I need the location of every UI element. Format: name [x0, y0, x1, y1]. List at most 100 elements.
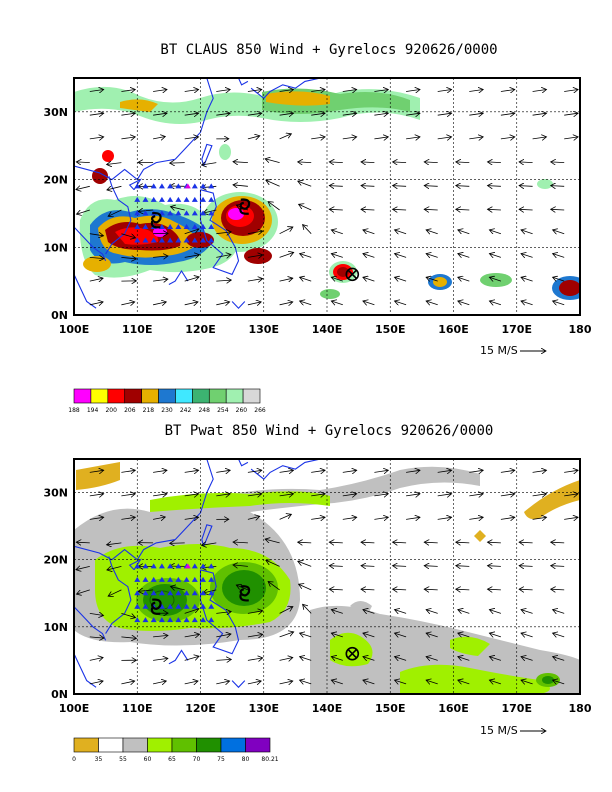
claus-cell [559, 280, 580, 296]
wind-vector [500, 113, 515, 115]
x-tick-label: 140E [312, 702, 342, 715]
wind-vector [77, 589, 90, 594]
wind-vector [279, 113, 294, 115]
wind-vector [329, 186, 343, 187]
wind-vector [153, 681, 166, 684]
panel-claus: BT CLAUS 850 Wind + Gyrelocs 920626/0000 [43, 42, 591, 414]
coastline-segment [168, 269, 189, 285]
colorbar-swatch [245, 737, 271, 753]
panel-title: BT CLAUS 850 Wind + Gyrelocs 920626/0000 [160, 42, 497, 58]
wind-vector [469, 470, 483, 472]
track-triangle [150, 576, 157, 582]
wind-vector [406, 470, 420, 472]
vector-scale-label: 15 M/S [480, 344, 518, 357]
wind-vector [153, 113, 167, 115]
wind-vector [268, 202, 280, 211]
map-area [74, 459, 580, 694]
track-triangle [158, 196, 165, 202]
colorbar-label: 55 [119, 756, 127, 763]
wind-vector [247, 634, 263, 637]
colorbar-swatch [242, 388, 261, 404]
track-triangle [183, 617, 190, 623]
wind-vectors [76, 90, 578, 305]
wind-vector [374, 517, 388, 519]
track-triangle [208, 223, 215, 229]
wind-vector [532, 113, 547, 115]
wind-vector [488, 162, 501, 163]
wind-vector [488, 542, 501, 543]
track-triangle [134, 576, 141, 582]
track-triangle [150, 183, 157, 189]
wind-vector [342, 113, 357, 115]
wind-vector [153, 279, 168, 281]
wind-vector [76, 566, 90, 569]
wind-vector [361, 589, 375, 590]
track-triangle [175, 196, 182, 202]
wind-vector [89, 494, 104, 496]
wind-vector [551, 542, 565, 543]
wind-vector [216, 255, 231, 258]
gridlines [74, 78, 580, 315]
wind-vector [458, 680, 470, 684]
wind-vector [553, 230, 565, 234]
track-triangle [200, 617, 207, 623]
wind-vector [458, 633, 470, 637]
y-tick-label: 10N [43, 621, 68, 634]
track-triangle [134, 563, 141, 569]
track-triangle [200, 223, 207, 229]
wind-vector [456, 542, 470, 543]
wind-vector [203, 590, 217, 593]
x-tick-label: 120E [185, 323, 215, 336]
wind-vector [233, 162, 248, 163]
map-frame [73, 458, 581, 695]
wind-vector [500, 137, 515, 139]
wind-vector [236, 585, 249, 591]
circled-x-symbol [345, 267, 360, 282]
wind-vector [170, 163, 185, 164]
wind-vector [300, 633, 312, 637]
pwat-band [524, 480, 580, 520]
wind-vector [76, 542, 90, 543]
wind-vector [456, 209, 470, 210]
wind-vector [424, 566, 438, 567]
coastline-segment [74, 653, 97, 688]
track-triangle [183, 210, 190, 216]
track-triangle [134, 617, 141, 623]
track-triangle [150, 590, 157, 596]
track-triangle [208, 576, 215, 582]
wind-vector [300, 657, 312, 661]
wind-vector [342, 517, 357, 519]
colorbar-label: 70 [193, 756, 201, 763]
colorbar-label: 260 [236, 407, 248, 414]
wind-vector [265, 159, 280, 163]
wind-vector [406, 494, 420, 496]
colorbar: 0 35 55 60 65 70 75 80 80.21 [72, 737, 279, 763]
x-tick-label: 150E [375, 323, 405, 336]
track-triangle [200, 576, 207, 582]
wind-vector [311, 470, 325, 472]
wind-vector [489, 277, 502, 281]
wind-vector [521, 277, 533, 281]
wind-vector [298, 181, 312, 187]
wind-vector [184, 634, 200, 637]
coastline-segment [250, 459, 321, 480]
track-triangle [142, 590, 149, 596]
wind-vector [519, 589, 533, 590]
claus-cloud-band [266, 91, 330, 106]
wind-vector [437, 90, 452, 92]
wind-vector [406, 90, 420, 92]
x-tick-label: 160E [438, 323, 468, 336]
wind-vector [300, 254, 312, 258]
colorbar: 188 194 200 206 218 230 242 248 254 260 266 [68, 388, 266, 414]
wind-vector [342, 137, 357, 139]
wind-vector [489, 633, 502, 637]
wind-vector [300, 680, 312, 684]
wind-vector [247, 470, 262, 472]
wind-vector [303, 225, 312, 234]
wind-vector [329, 542, 343, 543]
wind-vector [426, 230, 438, 234]
wind-vector [266, 180, 280, 187]
wind-vector [342, 470, 357, 472]
track-triangle [175, 223, 182, 229]
